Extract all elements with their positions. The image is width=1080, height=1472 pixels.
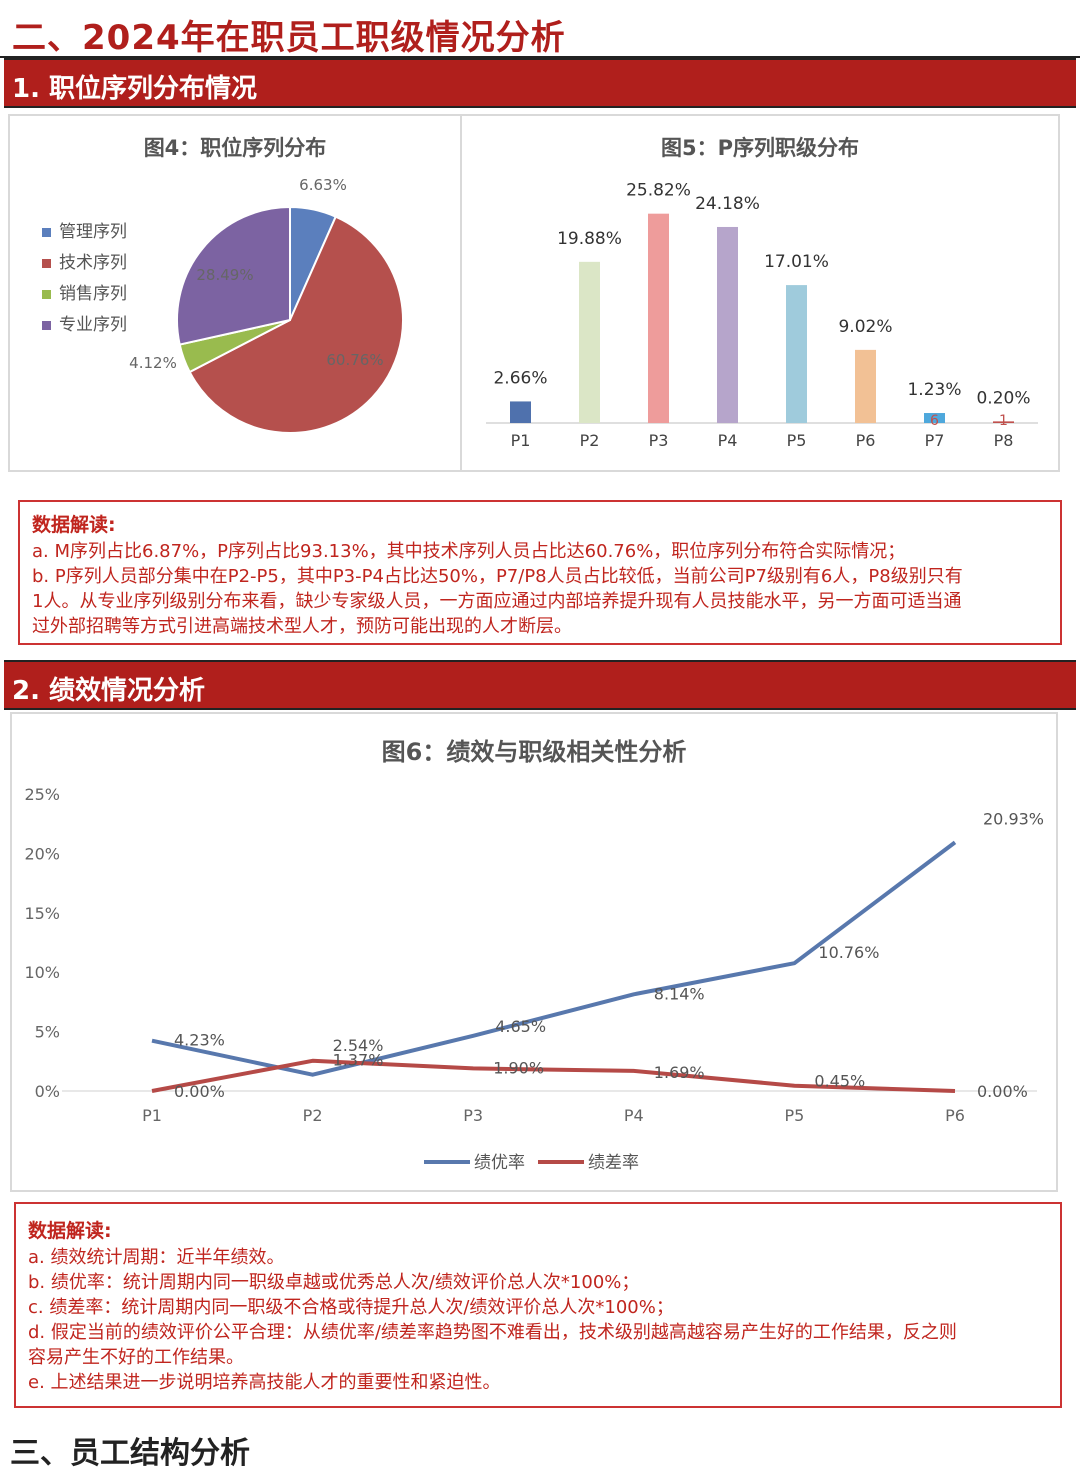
x-tick-label: P4 bbox=[718, 431, 738, 450]
line-data-label: 2.54% bbox=[333, 1036, 384, 1055]
pie-data-label: 6.63% bbox=[299, 176, 347, 194]
x-tick-label: P4 bbox=[624, 1106, 644, 1125]
legend-swatch-icon bbox=[42, 258, 51, 268]
x-tick-label: P3 bbox=[463, 1106, 483, 1125]
title-rule bbox=[0, 56, 1080, 58]
line-data-label: 1.90% bbox=[493, 1058, 544, 1077]
line-data-label: 4.23% bbox=[174, 1031, 225, 1050]
bar bbox=[855, 349, 876, 423]
bar bbox=[786, 285, 807, 423]
x-tick-label: P1 bbox=[142, 1106, 162, 1125]
bar-data-label: 19.88% bbox=[557, 229, 622, 249]
bar-data-label: 1.23% bbox=[907, 380, 961, 400]
bar bbox=[924, 413, 945, 423]
bar bbox=[993, 421, 1014, 423]
next-section-title-peek: 三、员工结构分析 bbox=[10, 1436, 250, 1471]
bar-data-label: 0.20% bbox=[976, 388, 1030, 408]
bar-count-label: 1 bbox=[999, 413, 1008, 429]
pie-legend-item: 管理序列 bbox=[42, 217, 127, 242]
line-chart-panel: 图6：绩效与职级相关性分析 0% 5% 10% 15% 20% 25% P1 P2 P3 P4 P5… bbox=[10, 712, 1058, 1192]
note-line: 容易产生不好的工作结果。 bbox=[28, 1347, 244, 1368]
bar-data-label: 24.18% bbox=[695, 194, 760, 214]
series-line bbox=[151, 840, 957, 1077]
legend-label: 绩差率 bbox=[588, 1153, 639, 1173]
note-line: a. M序列占比6.87%，P序列占比93.13%，其中技术序列人员占比达60.… bbox=[32, 541, 906, 562]
line-data-label: 8.14% bbox=[654, 984, 705, 1003]
pie-data-label: 28.49% bbox=[196, 266, 253, 284]
line-chart: 0% 5% 10% 15% 20% 25% P1 P2 P3 P4 P5 P6 4.23% 1.37% 4.… bbox=[24, 785, 1044, 1173]
bar bbox=[717, 226, 738, 423]
line-data-label: 1.37% bbox=[333, 1051, 384, 1070]
section-2-title: 2. 绩效情况分析 bbox=[12, 676, 206, 706]
note-line: b. P序列人员部分集中在P2-P5，其中P3-P4占比达50%，P7/P8人员… bbox=[32, 566, 963, 587]
line-data-label: 0.00% bbox=[174, 1082, 225, 1101]
note-line: d. 假定当前的绩效评价公平合理：从绩优率/绩差率趋势图不难看出，技术级别越高越… bbox=[28, 1322, 957, 1343]
line-data-label: 1.69% bbox=[654, 1063, 705, 1082]
bar-data-label: 25.82% bbox=[626, 181, 691, 201]
line-data-label: 20.93% bbox=[983, 809, 1044, 828]
x-tick-label: P6 bbox=[945, 1106, 965, 1125]
y-tick-label: 15% bbox=[24, 904, 60, 923]
pie-chart-title: 图4：职位序列分布 bbox=[143, 136, 327, 160]
x-tick-label: P8 bbox=[994, 431, 1014, 450]
note-heading: 数据解读: bbox=[28, 1220, 112, 1242]
section-1-title: 1. 职位序列分布情况 bbox=[12, 74, 258, 104]
section-1-note: 数据解读: a. M序列占比6.87%，P序列占比93.13%，其中技术序列人员… bbox=[18, 500, 1062, 645]
pie-legend-item: 销售序列 bbox=[42, 279, 127, 304]
y-tick-label: 10% bbox=[24, 963, 60, 982]
section-1-bar: 1. 职位序列分布情况 bbox=[4, 58, 1076, 108]
pie-slice bbox=[188, 215, 404, 434]
note-line: c. 绩差率：统计周期内同一职级不合格或待提升总人次/绩效评价总人次*100%； bbox=[28, 1297, 674, 1318]
line-data-label: 10.76% bbox=[818, 943, 879, 962]
note-line: a. 绩效统计周期：近半年绩效。 bbox=[28, 1247, 285, 1268]
bar-chart: 2.66% P1 19.88% P2 25.82% P3 24.18% P4 17.01% P5 9… bbox=[486, 181, 1038, 450]
bar-data-label: 17.01% bbox=[764, 252, 829, 272]
bar bbox=[648, 213, 669, 423]
note-heading: 数据解读: bbox=[32, 514, 116, 536]
x-tick-label: P2 bbox=[580, 431, 600, 450]
note-line: e. 上述结果进一步说明培养高技能人才的重要性和紧迫性。 bbox=[28, 1372, 501, 1393]
legend-label: 绩优率 bbox=[474, 1153, 525, 1173]
pie-data-label: 60.76% bbox=[326, 351, 383, 369]
section-2-note: 数据解读: a. 绩效统计周期：近半年绩效。 b. 绩优率：统计周期内同一职级卓… bbox=[14, 1202, 1062, 1408]
legend-swatch-icon bbox=[42, 320, 51, 330]
pie-legend-item: 专业序列 bbox=[42, 310, 127, 335]
note-line: b. 绩优率：统计周期内同一职级卓越或优秀总人次/绩效评价总人次*100%； bbox=[28, 1272, 640, 1293]
y-tick-label: 20% bbox=[24, 844, 60, 863]
pie-chart-panel: 图4：职位序列分布 管理序列 技术序列 销售序列 专业序列 6.63% 60.76… bbox=[8, 114, 462, 472]
series-line bbox=[151, 1058, 956, 1093]
page-title: 二、2024年在职员工职级情况分析 bbox=[12, 18, 566, 58]
bar-count-label: 6 bbox=[930, 413, 939, 429]
pie-slice bbox=[176, 205, 291, 346]
bar bbox=[579, 261, 600, 423]
pie-data-label: 4.12% bbox=[129, 354, 177, 372]
x-tick-label: P7 bbox=[925, 431, 945, 450]
bar bbox=[510, 401, 531, 423]
x-tick-label: P5 bbox=[784, 1106, 804, 1125]
y-tick-label: 5% bbox=[35, 1023, 60, 1042]
x-tick-label: P6 bbox=[856, 431, 876, 450]
y-tick-label: 25% bbox=[24, 785, 60, 804]
line-data-label: 4.65% bbox=[495, 1017, 546, 1036]
legend-swatch-icon bbox=[42, 227, 51, 237]
pie-legend-item: 技术序列 bbox=[42, 248, 127, 273]
note-line: 1人。从专业序列级别分布来看，缺少专家级人员，一方面应通过内部培养提升现有人员技… bbox=[32, 591, 962, 612]
x-tick-label: P2 bbox=[303, 1106, 323, 1125]
line-chart-title: 图6：绩效与职级相关性分析 bbox=[381, 738, 687, 766]
pie-chart: 6.63% 60.76% 4.12% 28.49% bbox=[129, 176, 404, 434]
y-tick-label: 0% bbox=[35, 1082, 60, 1101]
x-tick-label: P5 bbox=[787, 431, 807, 450]
bar-data-label: 9.02% bbox=[838, 317, 892, 337]
line-data-label: 0.45% bbox=[814, 1072, 865, 1091]
line-data-label: 0.00% bbox=[977, 1082, 1028, 1101]
bar-data-label: 2.66% bbox=[493, 368, 547, 388]
note-line: 过外部招聘等方式引进高端技术型人才，预防可能出现的人才断层。 bbox=[32, 616, 572, 637]
legend-swatch-icon bbox=[42, 289, 51, 299]
bar-chart-panel: 图5：P序列职级分布 2.66% P1 19.88% P2 25.82% P3 24.18%… bbox=[460, 114, 1060, 472]
x-tick-label: P3 bbox=[649, 431, 669, 450]
bar-chart-title: 图5：P序列职级分布 bbox=[660, 136, 859, 160]
section-2-bar: 2. 绩效情况分析 bbox=[4, 660, 1076, 710]
x-tick-label: P1 bbox=[511, 431, 531, 450]
